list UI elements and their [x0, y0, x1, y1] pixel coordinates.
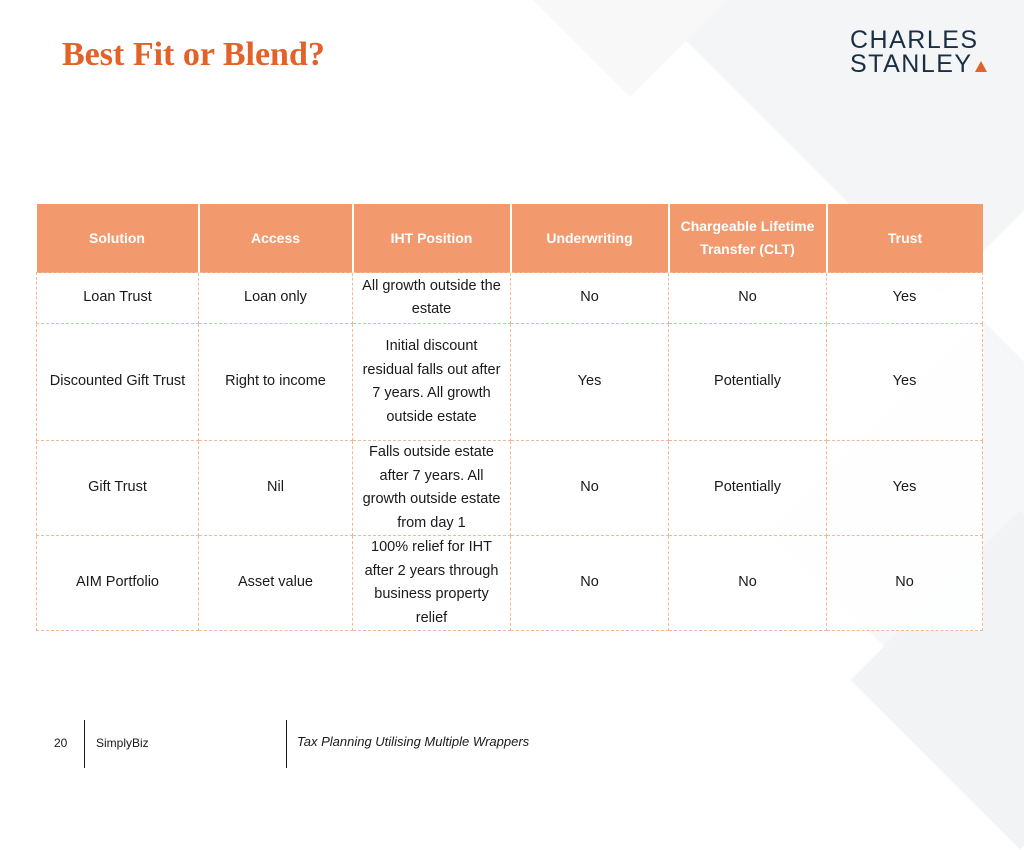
table-cell: Yes — [826, 323, 983, 441]
table-cell: No — [668, 272, 827, 324]
table-row: AIM Portfolio Asset value 100% relief fo… — [36, 535, 983, 631]
header-clt: Chargeable Lifetime Transfer (CLT) — [668, 204, 828, 273]
table-header-row: Solution Access IHT Position Underwritin… — [36, 204, 983, 273]
footer-divider — [84, 720, 85, 768]
table-cell: Loan Trust — [36, 272, 199, 324]
table-cell: Asset value — [198, 535, 353, 631]
footer-divider — [286, 720, 287, 768]
table-cell: Potentially — [668, 323, 827, 441]
table-row: Discounted Gift Trust Right to income In… — [36, 323, 983, 441]
table-cell: Yes — [510, 323, 669, 441]
table-cell: Potentially — [668, 440, 827, 536]
logo-triangle-icon — [974, 61, 987, 72]
table-cell: No — [510, 272, 669, 324]
header-solution: Solution — [36, 204, 200, 273]
table-cell: Gift Trust — [36, 440, 199, 536]
slide-footer: 20 SimplyBiz Tax Planning Utilising Mult… — [0, 720, 1024, 768]
table-cell: AIM Portfolio — [36, 535, 199, 631]
header-access: Access — [198, 204, 354, 273]
header-underwriting: Underwriting — [510, 204, 670, 273]
table-cell: No — [510, 440, 669, 536]
table-cell: Right to income — [198, 323, 353, 441]
table-cell: Loan only — [198, 272, 353, 324]
table-cell: No — [826, 535, 983, 631]
table-cell: Nil — [198, 440, 353, 536]
logo-line-1: CHARLES — [850, 26, 979, 54]
table-cell: Initial discount residual falls out afte… — [352, 323, 511, 441]
table-cell: No — [668, 535, 827, 631]
footer-document-title: Tax Planning Utilising Multiple Wrappers — [297, 734, 530, 749]
table-cell: No — [510, 535, 669, 631]
comparison-table: Solution Access IHT Position Underwritin… — [36, 204, 983, 631]
table-cell: Yes — [826, 272, 983, 324]
table-row: Gift Trust Nil Falls outside estate afte… — [36, 440, 983, 536]
table-cell: 100% relief for IHT after 2 years throug… — [352, 535, 511, 631]
table-cell: Yes — [826, 440, 983, 536]
page-number: 20 — [54, 736, 68, 750]
charles-stanley-logo: CHARLES STANLEY — [850, 26, 990, 77]
logo-line-2: STANLEY — [850, 52, 990, 77]
table-cell: Discounted Gift Trust — [36, 323, 199, 441]
slide-title: Best Fit or Blend? — [62, 36, 325, 73]
header-trust: Trust — [826, 204, 983, 273]
table-row: Loan Trust Loan only All growth outside … — [36, 272, 983, 324]
table-cell: Falls outside estate after 7 years. All … — [352, 440, 511, 536]
table-cell: All growth outside the estate — [352, 272, 511, 324]
header-iht-position: IHT Position — [352, 204, 512, 273]
footer-brand: SimplyBiz — [96, 736, 149, 750]
